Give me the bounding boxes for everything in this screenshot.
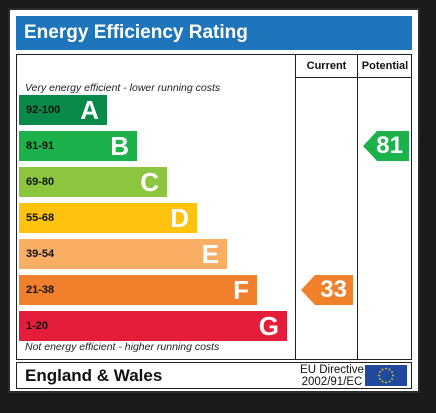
- rating-band-g: 1-20 G: [19, 311, 287, 341]
- band-letter-label: G: [258, 311, 279, 341]
- band-range-label: 39-54: [26, 248, 55, 260]
- band-range-label: 55-68: [26, 212, 55, 224]
- eu-star: [385, 381, 387, 384]
- eu-star: [378, 374, 380, 377]
- top-note: Very energy efficient - lower running co…: [25, 82, 221, 94]
- band-range-label: 69-80: [26, 176, 55, 188]
- rating-band-b: 81-91 B: [19, 131, 137, 161]
- chart-title: Energy Efficiency Rating: [16, 16, 412, 50]
- rating-grid: Current Potential Very energy efficient …: [16, 54, 412, 360]
- band-letter-label: E: [201, 239, 219, 269]
- current-rating-arrow: 33: [301, 275, 353, 305]
- eu-star: [391, 378, 393, 380]
- bottom-note: Not energy efficient - higher running co…: [25, 341, 220, 353]
- current-column-header: Current: [306, 60, 347, 72]
- eu-star: [379, 371, 381, 373]
- epc-chart: Energy Efficiency Rating Current Potenti…: [8, 8, 420, 393]
- band-range-label: 81-91: [26, 140, 55, 152]
- band-range-label: 21-38: [26, 284, 55, 296]
- rating-band-d: 55-68 D: [19, 203, 197, 233]
- eu-star: [391, 371, 393, 373]
- rating-band-c: 69-80 C: [19, 167, 167, 197]
- column-divider: [295, 55, 296, 359]
- rating-band-e: 39-54 E: [19, 239, 227, 269]
- potential-rating-arrow: 81: [363, 131, 409, 161]
- eu-star: [392, 374, 394, 377]
- eu-star: [381, 380, 384, 383]
- directive-line1: EU Directive: [300, 364, 364, 376]
- header-divider: [295, 77, 411, 78]
- eu-flag-icon: [365, 365, 407, 386]
- region-label: England & Wales: [25, 366, 163, 385]
- band-range-label: 1-20: [26, 320, 49, 332]
- eu-star: [388, 368, 391, 371]
- footer: England & Wales EU Directive 2002/91/EC: [16, 362, 412, 389]
- eu-star: [381, 368, 384, 371]
- band-range-label: 92-100: [26, 104, 61, 116]
- rating-band-a: 92-100 A: [19, 95, 107, 125]
- column-divider: [357, 55, 358, 359]
- eu-directive: EU Directive 2002/91/EC: [289, 364, 375, 388]
- potential-column-header: Potential: [361, 60, 409, 72]
- eu-star: [388, 380, 391, 383]
- band-letter-label: D: [170, 203, 189, 233]
- rating-band-f: 21-38 F: [19, 275, 257, 305]
- band-letter-label: B: [110, 131, 129, 161]
- band-letter-label: F: [233, 275, 249, 305]
- band-letter-label: A: [80, 95, 99, 125]
- directive-line2: 2002/91/EC: [301, 376, 363, 388]
- eu-star: [385, 367, 387, 370]
- band-letter-label: C: [140, 167, 159, 197]
- eu-star: [379, 378, 381, 380]
